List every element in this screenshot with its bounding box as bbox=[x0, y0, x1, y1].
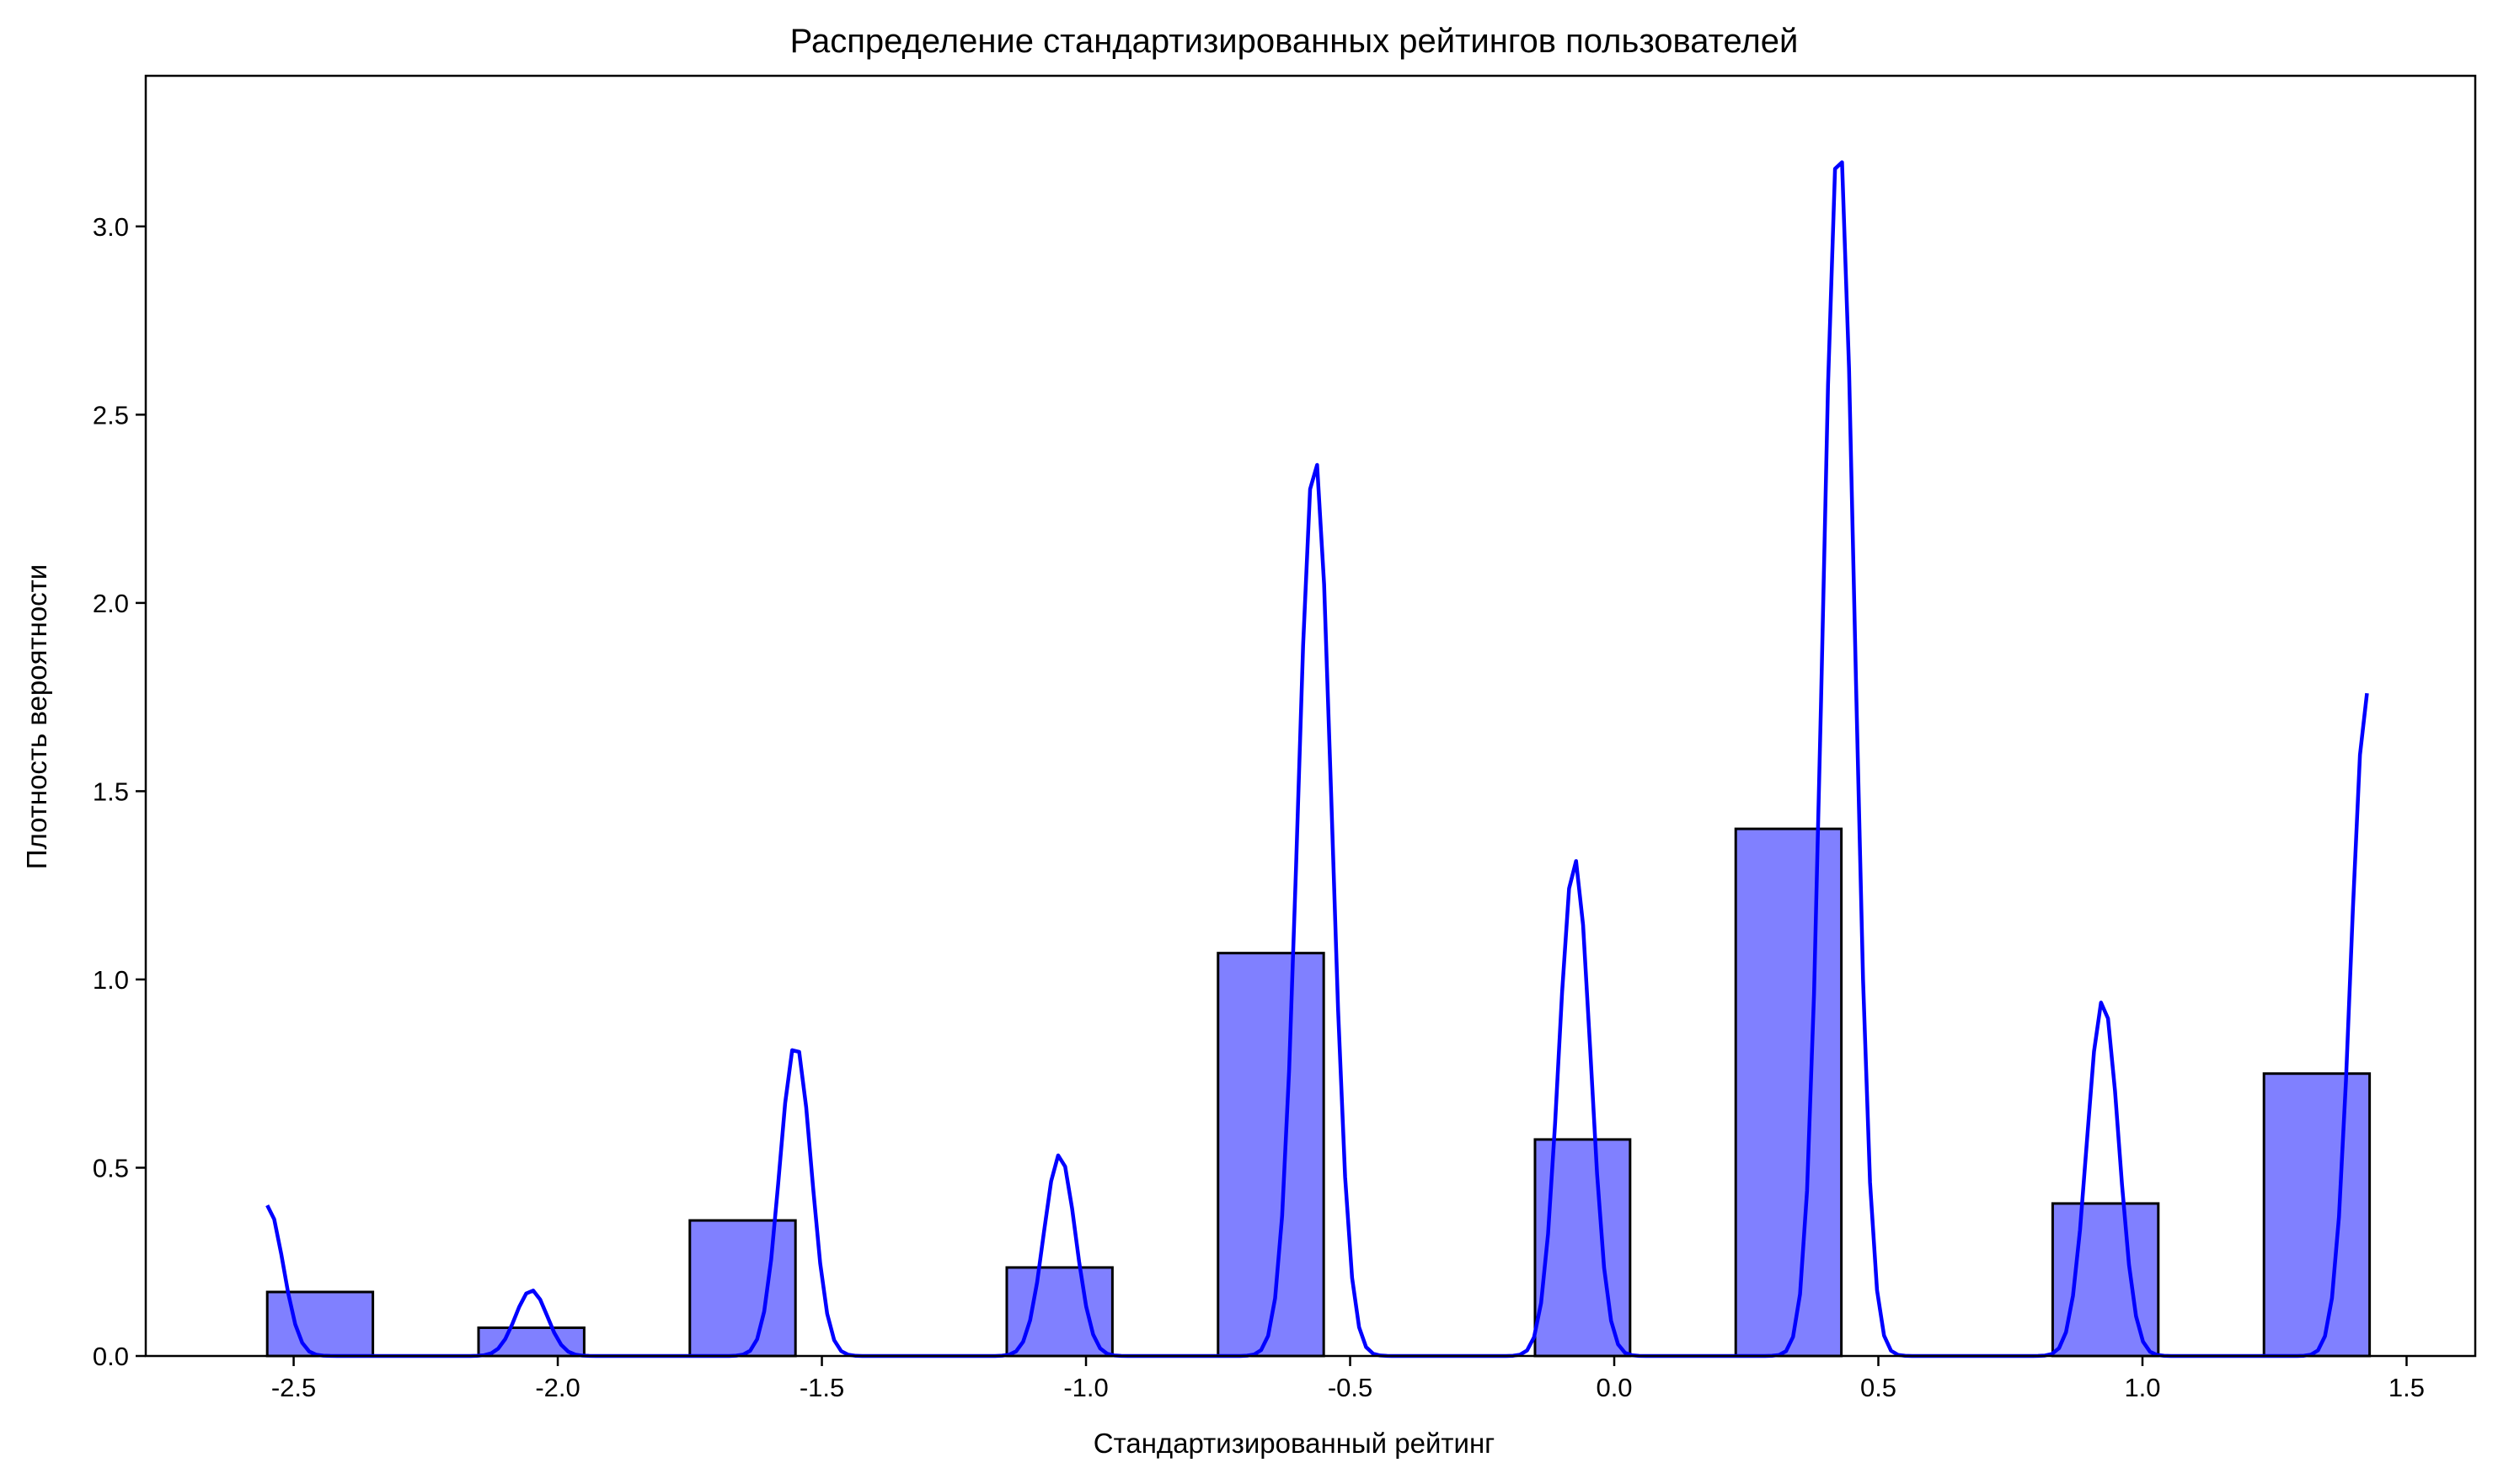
x-tick-label: 1.5 bbox=[2388, 1373, 2425, 1402]
histogram-bar bbox=[688, 1219, 797, 1358]
x-tick-label: -2.5 bbox=[271, 1373, 316, 1402]
plot-area bbox=[144, 74, 2477, 1359]
histogram-bar bbox=[265, 1290, 375, 1358]
plot-frame bbox=[144, 74, 2477, 1358]
y-tick-label: 1.0 bbox=[93, 965, 129, 995]
x-tick-label: 0.0 bbox=[1596, 1373, 1632, 1402]
x-tick-label: -1.5 bbox=[800, 1373, 844, 1402]
histogram-bar bbox=[1734, 827, 1843, 1358]
x-tick-label: 0.5 bbox=[1860, 1373, 1896, 1402]
histogram-bars bbox=[265, 827, 2372, 1358]
x-axis-label: Стандартизированный рейтинг bbox=[1094, 1428, 1495, 1459]
y-tick-label: 2.0 bbox=[93, 589, 129, 618]
histogram-bar bbox=[1217, 952, 1325, 1358]
x-axis: -2.5 -2.0 -1.5 -1.0 -0.5 0.0 0.5 1.0 1.5 bbox=[271, 1356, 2425, 1402]
y-tick-label: 2.5 bbox=[93, 400, 129, 430]
y-axis: 0.0 0.5 1.0 1.5 2.0 2.5 3.0 bbox=[93, 212, 146, 1371]
y-axis-label: Плотность вероятности bbox=[21, 564, 52, 869]
y-tick-label: 0.0 bbox=[93, 1342, 129, 1371]
y-tick-label: 0.5 bbox=[93, 1153, 129, 1182]
x-tick-label: -2.0 bbox=[535, 1373, 580, 1402]
x-tick-label: -1.0 bbox=[1063, 1373, 1108, 1402]
x-tick-label: 1.0 bbox=[2124, 1373, 2160, 1402]
y-tick-label: 1.5 bbox=[93, 777, 129, 806]
histogram-bar bbox=[2262, 1072, 2372, 1358]
histogram-bar bbox=[1533, 1138, 1632, 1358]
chart-title: Распределение стандартизированных рейтин… bbox=[790, 23, 1799, 60]
x-tick-label: -0.5 bbox=[1328, 1373, 1372, 1402]
y-tick-label: 3.0 bbox=[93, 212, 129, 242]
